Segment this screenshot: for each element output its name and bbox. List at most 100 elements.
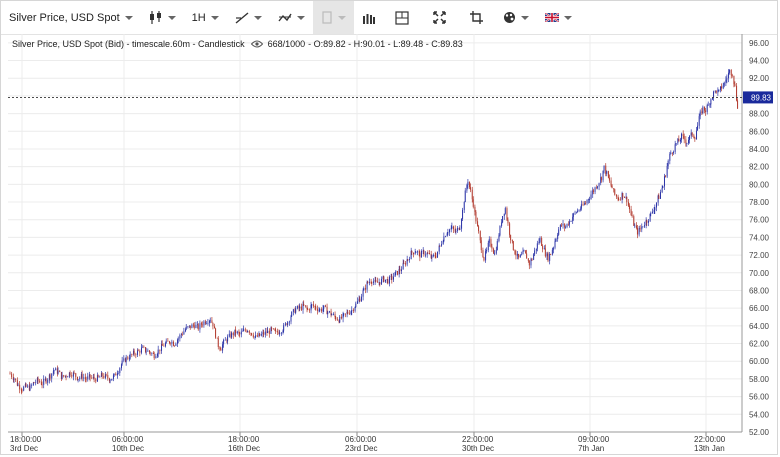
candle-up (706, 105, 708, 112)
candle-up (236, 331, 238, 334)
candle-up (643, 225, 645, 227)
eye-icon[interactable] (250, 40, 263, 48)
candle-down (239, 333, 241, 335)
candle-down (518, 253, 520, 258)
candle-down (506, 208, 508, 220)
symbol-label: Silver Price, USD Spot (9, 11, 120, 24)
candle-down (252, 334, 254, 338)
candle-up (689, 135, 691, 140)
candle-up (136, 350, 138, 355)
y-tick-label: 78.00 (749, 198, 770, 207)
candle-down (15, 378, 17, 381)
candle-up (327, 311, 329, 315)
candle-down (685, 139, 687, 144)
candle-up (534, 250, 536, 255)
candle-down (217, 338, 219, 348)
candle-up (382, 276, 384, 279)
candle-up (203, 321, 205, 326)
candle-down (347, 312, 349, 314)
candle-up (586, 200, 588, 204)
screenshot-icon (469, 11, 483, 24)
language-button[interactable] (537, 1, 580, 34)
candle-down (704, 106, 706, 111)
symbol-selector[interactable]: Silver Price, USD Spot (1, 1, 141, 34)
candle-down (201, 323, 203, 325)
candle-up (61, 375, 63, 379)
candle-down (525, 250, 527, 254)
candle-down (694, 137, 696, 140)
x-tick-date: 16th Dec (228, 444, 260, 453)
candle-up (437, 251, 439, 258)
line-tool-icon (235, 11, 249, 24)
candle-down (434, 255, 436, 257)
candle-down (211, 320, 213, 323)
candle-up (725, 79, 727, 83)
chart-type-button[interactable] (141, 1, 184, 34)
candle-down (153, 353, 155, 359)
candle-up (590, 194, 592, 200)
candle-up (710, 99, 712, 105)
candle-down (41, 384, 43, 386)
timeframe-selector[interactable]: 1H (184, 1, 227, 34)
candle-up (598, 183, 600, 187)
candle-down (268, 330, 270, 334)
candle-down (730, 69, 732, 76)
candle-up (712, 97, 714, 100)
x-tick-date: 10th Dec (112, 444, 144, 453)
candle-down (733, 75, 735, 85)
candle-down (352, 309, 354, 311)
candle-down (510, 234, 512, 241)
candle-down (108, 378, 110, 382)
candle-up (414, 252, 416, 255)
y-tick-label: 70.00 (749, 269, 770, 278)
candle-up (311, 304, 313, 306)
candle-down (387, 279, 389, 284)
candle-down (181, 334, 183, 335)
candle-down (286, 323, 288, 325)
theme-button[interactable] (495, 1, 537, 34)
candle-down (639, 228, 641, 230)
candle-down (474, 206, 476, 212)
candle-up (425, 254, 427, 256)
candle-down (403, 263, 405, 264)
screenshot-button[interactable] (458, 1, 495, 34)
candle-up (368, 281, 370, 283)
candle-up (356, 301, 358, 304)
candle-down (477, 221, 479, 227)
candle-down (737, 100, 739, 109)
candle-down (359, 298, 361, 302)
candle-up (559, 224, 561, 230)
candle-up (171, 341, 173, 344)
candle-up (17, 384, 19, 386)
candle-up (99, 376, 101, 378)
candle-down (671, 152, 673, 154)
crosshair-button[interactable] (383, 1, 421, 34)
candle-down (56, 368, 58, 374)
candle-up (185, 329, 187, 332)
candle-up (104, 374, 106, 378)
candle-up (554, 241, 556, 248)
drawing-tool-button[interactable] (312, 1, 354, 34)
candle-up (546, 253, 548, 257)
compare-button[interactable] (270, 1, 313, 34)
x-tick-date: 3rd Dec (10, 444, 38, 453)
candle-up (332, 314, 334, 315)
candle-up (322, 308, 324, 312)
candle-up (123, 358, 125, 361)
candle-up (295, 308, 297, 313)
candle-down (507, 219, 509, 224)
candle-up (580, 204, 582, 209)
line-tool-button[interactable] (227, 1, 270, 34)
candle-up (686, 143, 688, 145)
candle-up (466, 185, 468, 191)
fullscreen-button[interactable] (421, 1, 458, 34)
candle-up (486, 250, 488, 252)
candle-up (292, 309, 294, 313)
indicators-button[interactable] (354, 1, 383, 34)
candle-down (250, 332, 252, 334)
candle-up (488, 239, 490, 243)
candle-up (467, 181, 469, 186)
candle-up (603, 165, 605, 171)
